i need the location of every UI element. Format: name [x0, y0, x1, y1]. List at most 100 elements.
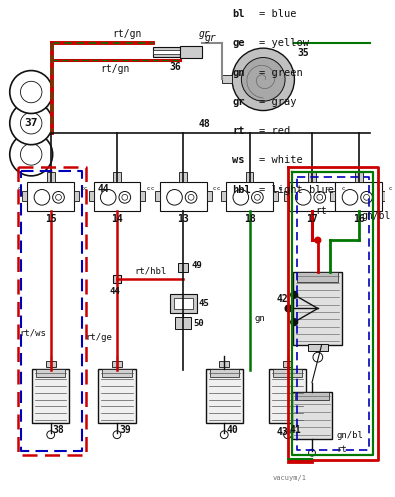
Text: 16: 16 [353, 214, 365, 224]
Circle shape [10, 71, 53, 113]
Text: = gray: = gray [260, 97, 297, 107]
Circle shape [315, 237, 321, 243]
Circle shape [314, 191, 325, 203]
Text: gn/bl: gn/bl [362, 211, 391, 221]
Bar [246, 172, 254, 182]
Bar [210, 369, 239, 377]
Bar [23, 191, 27, 201]
Text: 40: 40 [226, 425, 238, 435]
Text: bl: bl [232, 9, 245, 19]
Text: c: c [147, 186, 150, 191]
Bar [331, 191, 335, 201]
Bar [283, 361, 292, 367]
Text: c: c [341, 186, 345, 191]
Bar [382, 191, 387, 201]
Circle shape [100, 189, 116, 205]
Circle shape [185, 191, 197, 203]
Text: c: c [84, 186, 88, 191]
Text: c: c [150, 186, 154, 191]
Bar [308, 343, 327, 351]
Text: rt/hbl: rt/hbl [134, 266, 166, 275]
Text: rt: rt [315, 206, 327, 216]
Text: gr: gr [232, 97, 245, 107]
Bar [169, 294, 197, 313]
Bar [153, 47, 181, 57]
Bar [284, 191, 289, 201]
Bar [293, 272, 342, 345]
Text: gr: gr [205, 33, 216, 43]
Text: 48: 48 [199, 119, 211, 129]
Text: gn: gn [254, 314, 265, 323]
Text: c: c [279, 186, 282, 191]
Bar [273, 191, 278, 201]
Text: rt: rt [337, 445, 347, 454]
Text: c: c [216, 186, 220, 191]
Text: rt/ws: rt/ws [19, 329, 46, 337]
Text: rt/gn: rt/gn [100, 64, 130, 74]
Text: ge: ge [232, 38, 245, 48]
Bar [74, 191, 79, 201]
Text: 17: 17 [306, 214, 318, 224]
Circle shape [10, 102, 53, 145]
Circle shape [284, 431, 292, 439]
Text: rt/gn: rt/gn [112, 29, 141, 39]
Text: 35: 35 [297, 48, 309, 58]
Text: 44: 44 [98, 183, 109, 193]
Bar [36, 369, 65, 377]
Circle shape [364, 194, 369, 200]
Circle shape [34, 189, 50, 205]
Bar [46, 361, 56, 367]
Bar [47, 172, 55, 182]
Bar [221, 191, 226, 201]
Bar [226, 182, 273, 211]
Text: rt: rt [232, 126, 245, 136]
Text: = green: = green [260, 68, 303, 78]
Bar [94, 182, 140, 211]
Text: 38: 38 [53, 425, 64, 435]
Bar [32, 369, 69, 423]
Bar [175, 317, 191, 329]
Text: 45: 45 [199, 299, 210, 308]
Circle shape [295, 189, 311, 205]
Text: 37: 37 [24, 118, 38, 128]
Text: = blue: = blue [260, 9, 297, 19]
Circle shape [188, 194, 194, 200]
Bar [155, 191, 160, 201]
Text: = light blue: = light blue [260, 184, 334, 194]
Circle shape [53, 191, 64, 203]
Bar [113, 275, 121, 283]
Text: 41: 41 [290, 425, 301, 435]
Bar [289, 182, 335, 211]
Text: 50: 50 [193, 319, 204, 328]
Text: hbl: hbl [232, 184, 251, 194]
Text: 44: 44 [110, 287, 120, 296]
Bar [27, 182, 74, 211]
Circle shape [10, 133, 53, 176]
Text: c: c [80, 186, 84, 191]
Bar [308, 172, 316, 182]
Bar [207, 191, 212, 201]
Circle shape [220, 431, 228, 439]
Bar [335, 182, 382, 211]
Text: 42: 42 [277, 294, 289, 304]
Bar [98, 369, 135, 423]
Circle shape [308, 449, 315, 456]
Bar [295, 392, 329, 400]
Text: vacuym/1: vacuym/1 [273, 475, 307, 481]
Bar [153, 50, 181, 54]
Bar [160, 182, 207, 211]
Bar [181, 46, 202, 58]
Circle shape [167, 189, 182, 205]
Bar [179, 262, 188, 272]
Bar [292, 392, 333, 439]
Bar [89, 191, 94, 201]
Circle shape [291, 319, 297, 326]
Bar [273, 369, 302, 377]
Bar [297, 272, 338, 282]
Bar [173, 298, 193, 310]
Bar [269, 369, 306, 423]
Circle shape [119, 191, 131, 203]
Bar [179, 172, 187, 182]
Circle shape [254, 194, 260, 200]
Text: c: c [388, 186, 392, 191]
